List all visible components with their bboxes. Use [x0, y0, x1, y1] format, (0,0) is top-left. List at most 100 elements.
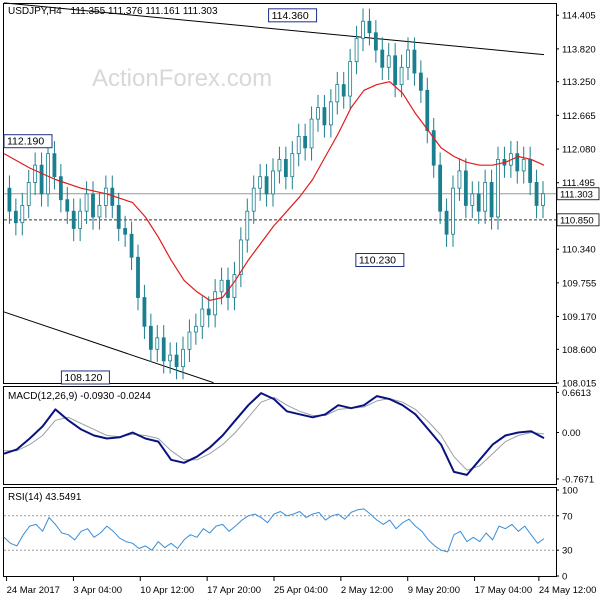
candle-body	[541, 193, 545, 206]
candle-body	[309, 118, 314, 149]
candle-body	[84, 193, 89, 212]
candle-body	[328, 101, 333, 126]
price-tick-label: 113.250	[562, 77, 596, 88]
rsi-panel: 100 70 30 0	[3, 486, 578, 583]
x-tick-label: 25 Apr 04:00	[274, 585, 328, 596]
symbol-header: USDJPY,H4 111.355 111.376 111.161 111.30…	[8, 6, 218, 17]
candle-body	[200, 308, 205, 327]
x-tick-label: 24 Mar 2017	[7, 585, 60, 596]
macd-title: MACD(12,26,9) -0.0930 -0.0244	[8, 391, 151, 402]
candle-body	[354, 38, 359, 62]
annotation-label-1-box	[3, 134, 53, 149]
candle-body	[431, 130, 436, 166]
candle-body	[174, 354, 179, 367]
candle-body	[380, 49, 385, 68]
ohlc-text: 111.355 111.376 111.161 111.303	[71, 6, 218, 17]
candle-body	[33, 164, 38, 183]
annotation-label-4: 110.230	[359, 255, 396, 267]
x-tick-label: 17 May 04:00	[475, 585, 533, 596]
candle-body	[219, 279, 224, 293]
watermark: ActionForex.com	[92, 65, 272, 92]
candle-body	[418, 72, 423, 91]
candle-body	[161, 337, 166, 362]
candle-body	[457, 170, 462, 189]
candle-body	[271, 170, 275, 195]
candle-body	[476, 193, 481, 212]
x-tick-label: 2 May 12:00	[341, 585, 393, 596]
macd-tick-label: 0.00	[562, 428, 581, 439]
rsi-panel-frame	[3, 487, 557, 577]
support-level-label: 110.850	[560, 215, 594, 226]
candle-body	[238, 239, 243, 275]
price-tick-label: 108.600	[562, 345, 596, 356]
moving-average-line	[3, 81, 545, 301]
candle-body	[534, 182, 539, 206]
price-tick-label: 112.080	[562, 145, 596, 156]
macd-tick-label: 0.6613	[562, 388, 591, 399]
x-axis: 24 Mar 2017 3 Apr 04:00 10 Apr 12:00 17 Apr…	[6, 577, 597, 596]
candle-body	[103, 187, 108, 206]
candle-body	[361, 20, 365, 39]
candle-body	[155, 337, 160, 350]
candle-body	[264, 176, 269, 195]
candle-body	[528, 158, 533, 183]
candle-body	[97, 205, 102, 218]
annotation-label-3: 114.360	[272, 10, 309, 22]
annotation-label-1: 112.190	[7, 136, 44, 148]
candle-body	[71, 210, 76, 229]
candle-body	[496, 158, 500, 218]
rsi-title: RSI(14) 43.5491	[8, 492, 82, 503]
price-tick-label: 112.665	[562, 111, 596, 122]
candle-body	[91, 193, 95, 218]
candle-body	[129, 233, 134, 258]
price-panel: 114.405 113.820 113.250 112.665 112.080 111.4…	[3, 2, 600, 390]
candle-body	[168, 354, 173, 362]
trendline-2	[3, 311, 214, 384]
candle-body	[78, 210, 83, 229]
candle-body	[470, 193, 475, 206]
candle-body	[258, 176, 263, 189]
candle-body	[348, 61, 353, 97]
candle-body	[232, 274, 237, 298]
price-tick-label: 108.015	[562, 379, 596, 390]
candle-body	[213, 291, 218, 316]
annotation-label-2-box	[60, 370, 110, 385]
macd-tick-label: -0.7671	[562, 474, 594, 485]
annotation-label-4-box	[355, 253, 405, 268]
candle-body	[277, 158, 282, 172]
candle-body	[406, 49, 410, 68]
price-tick-label: 109.170	[562, 312, 596, 323]
candle-body	[123, 228, 128, 235]
candle-body	[193, 325, 198, 333]
trendline-1	[3, 2, 545, 56]
rsi-tick-label: 100	[562, 486, 578, 497]
candle-body	[20, 205, 25, 224]
candle-body	[303, 135, 308, 149]
candle-body	[412, 49, 417, 74]
price-tick-label: 109.755	[562, 278, 596, 289]
candle-body	[58, 176, 63, 201]
x-tick-label: 17 Apr 20:00	[207, 585, 261, 596]
candle-body	[251, 187, 256, 212]
rsi-tick-label: 70	[562, 511, 573, 522]
candle-body	[148, 325, 153, 350]
candle-body	[116, 205, 121, 229]
candle-body	[142, 297, 147, 327]
x-tick-label: 3 Apr 04:00	[73, 585, 122, 596]
candle-body	[283, 158, 288, 178]
annotation-label-2: 108.120	[64, 372, 102, 384]
candle-body	[451, 187, 455, 235]
candle-body	[367, 20, 372, 34]
candle-body	[136, 256, 140, 298]
x-tick-label: 10 Apr 12:00	[140, 585, 194, 596]
candle-body	[399, 66, 404, 85]
candle-body	[393, 55, 398, 85]
x-tick-label: 24 May 12:00	[539, 585, 597, 596]
candle-body	[7, 187, 12, 212]
candle-body	[39, 164, 44, 195]
candle-body	[515, 153, 520, 172]
support-level-label-tag	[556, 213, 600, 227]
rsi-tick-label: 30	[562, 546, 573, 557]
candle-body	[206, 308, 211, 316]
current-price-label: 111.303	[560, 189, 593, 200]
